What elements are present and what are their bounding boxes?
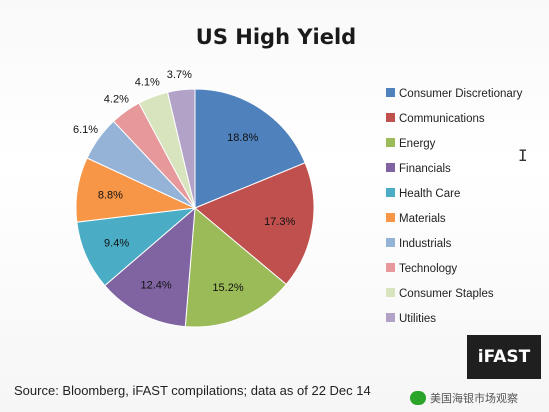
legend-label: Energy <box>399 138 436 150</box>
legend-swatch <box>386 138 395 147</box>
slice-label: 6.1% <box>73 124 98 136</box>
legend-swatch <box>386 288 395 297</box>
slice-label: 18.8% <box>227 132 258 144</box>
legend-label: Industrials <box>399 238 452 250</box>
slice-label: 9.4% <box>104 238 129 250</box>
legend-label: Communications <box>399 113 485 125</box>
legend-label: Consumer Discretionary <box>399 88 523 100</box>
slice-label: 17.3% <box>264 216 295 228</box>
chart-title: US High Yield <box>196 25 356 49</box>
legend: Consumer Discretionary Communications Ener… <box>386 88 523 325</box>
legend-swatch <box>386 163 395 172</box>
slice-label: 12.4% <box>141 279 172 291</box>
pie-slice-communications <box>194 162 315 286</box>
legend-swatch <box>386 113 395 122</box>
legend-label: Technology <box>399 263 457 275</box>
pie-slices <box>75 88 315 328</box>
slice-label: 4.1% <box>135 77 160 89</box>
slice-label: 15.2% <box>212 282 243 294</box>
text-cursor-icon: I <box>518 146 528 165</box>
slice-label: 8.8% <box>98 190 123 202</box>
source-note: Source: Bloomberg, iFAST compilations; d… <box>14 383 371 398</box>
legend-label: Consumer Staples <box>399 288 494 300</box>
wechat-icon <box>410 391 426 405</box>
legend-label: Materials <box>399 213 446 225</box>
legend-label: Utilities <box>399 313 436 325</box>
legend-label: Health Care <box>399 188 460 200</box>
pie-slice-energy <box>184 206 287 328</box>
legend-label: Financials <box>399 163 451 175</box>
legend-swatch <box>386 313 395 322</box>
watermark-text: 美国海银市场观察 <box>430 392 518 405</box>
ifast-logo: iFAST <box>467 335 541 379</box>
watermark: 美国海银市场观察 <box>410 388 518 408</box>
pie-slice-utilities <box>166 88 196 209</box>
slice-label: 3.7% <box>167 69 192 81</box>
legend-swatch <box>386 213 395 222</box>
legend-swatch <box>386 88 395 97</box>
slice-label: 4.2% <box>104 93 129 105</box>
slice-labels: 18.8% 17.3% 15.2% 12.4% 9.4% 8.8% 6.1% 4.2% 4.1%… <box>73 69 295 294</box>
pie-slice-financials <box>104 206 196 328</box>
pie-slice-consumer-discretionary <box>194 88 306 209</box>
legend-swatch <box>386 238 395 247</box>
legend-swatch <box>386 188 395 197</box>
legend-swatch <box>386 263 395 272</box>
